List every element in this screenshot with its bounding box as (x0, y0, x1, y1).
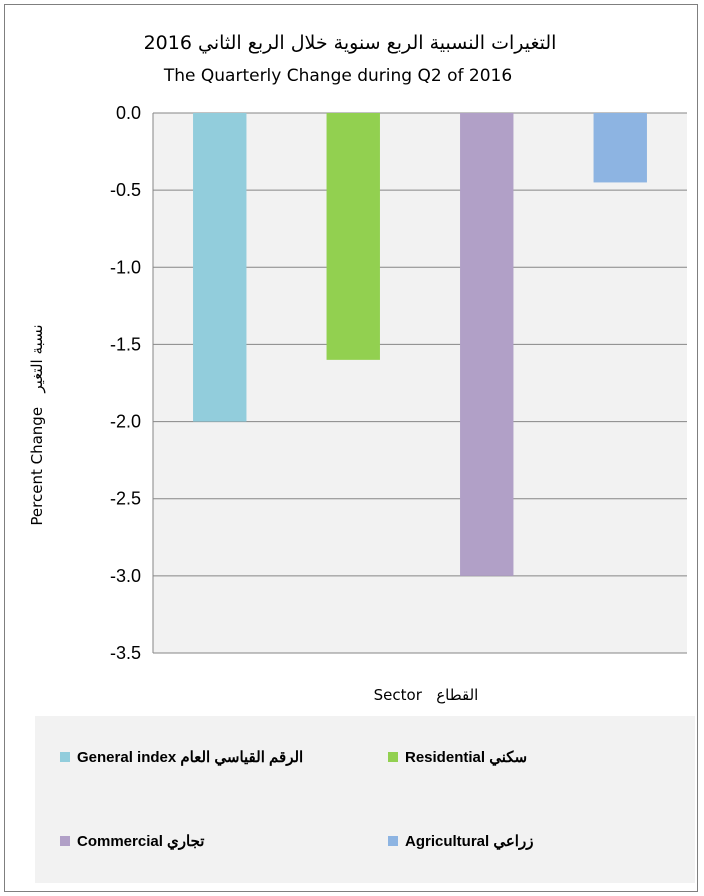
legend-label: Commercial تجاري (77, 833, 204, 851)
legend: General index الرقم القياسي العام Residen… (60, 749, 533, 851)
bar (326, 113, 380, 360)
bar (593, 113, 647, 183)
legend-label: Agricultural زراعي (405, 833, 533, 851)
y-tick-label: 0.0 (116, 103, 141, 123)
legend-label: General index الرقم القياسي العام (77, 749, 303, 767)
legend-label: Residential سكني (405, 749, 527, 767)
legend-swatch (60, 752, 70, 762)
y-tick-label: -1.0 (110, 257, 141, 277)
chart-subtitle: The Quarterly Change during Q2 of 2016 (163, 66, 512, 86)
bar (460, 113, 514, 576)
bar (193, 113, 247, 422)
legend-box (35, 716, 695, 883)
legend-swatch (388, 836, 398, 846)
y-tick-label: -0.5 (110, 180, 141, 200)
legend-swatch (60, 836, 70, 846)
chart-title: التغيرات النسبية الربع سنوية خلال الربع … (144, 32, 557, 54)
x-axis-label: Sector القطاع (374, 686, 479, 704)
y-tick-label: -2.5 (110, 489, 141, 509)
y-tick-label: -3.5 (110, 643, 141, 663)
y-tick-label: -2.0 (110, 412, 141, 432)
y-tick-label: -3.0 (110, 566, 141, 586)
y-tick-labels: 0.0 -0.5 -1.0 -1.5 -2.0 -2.5 -3.0 -3.5 (110, 103, 141, 663)
bars (193, 113, 647, 576)
legend-swatch (388, 752, 398, 762)
y-axis-label: Percent Change نسبة التغير (28, 324, 46, 525)
y-tick-label: -1.5 (110, 334, 141, 354)
